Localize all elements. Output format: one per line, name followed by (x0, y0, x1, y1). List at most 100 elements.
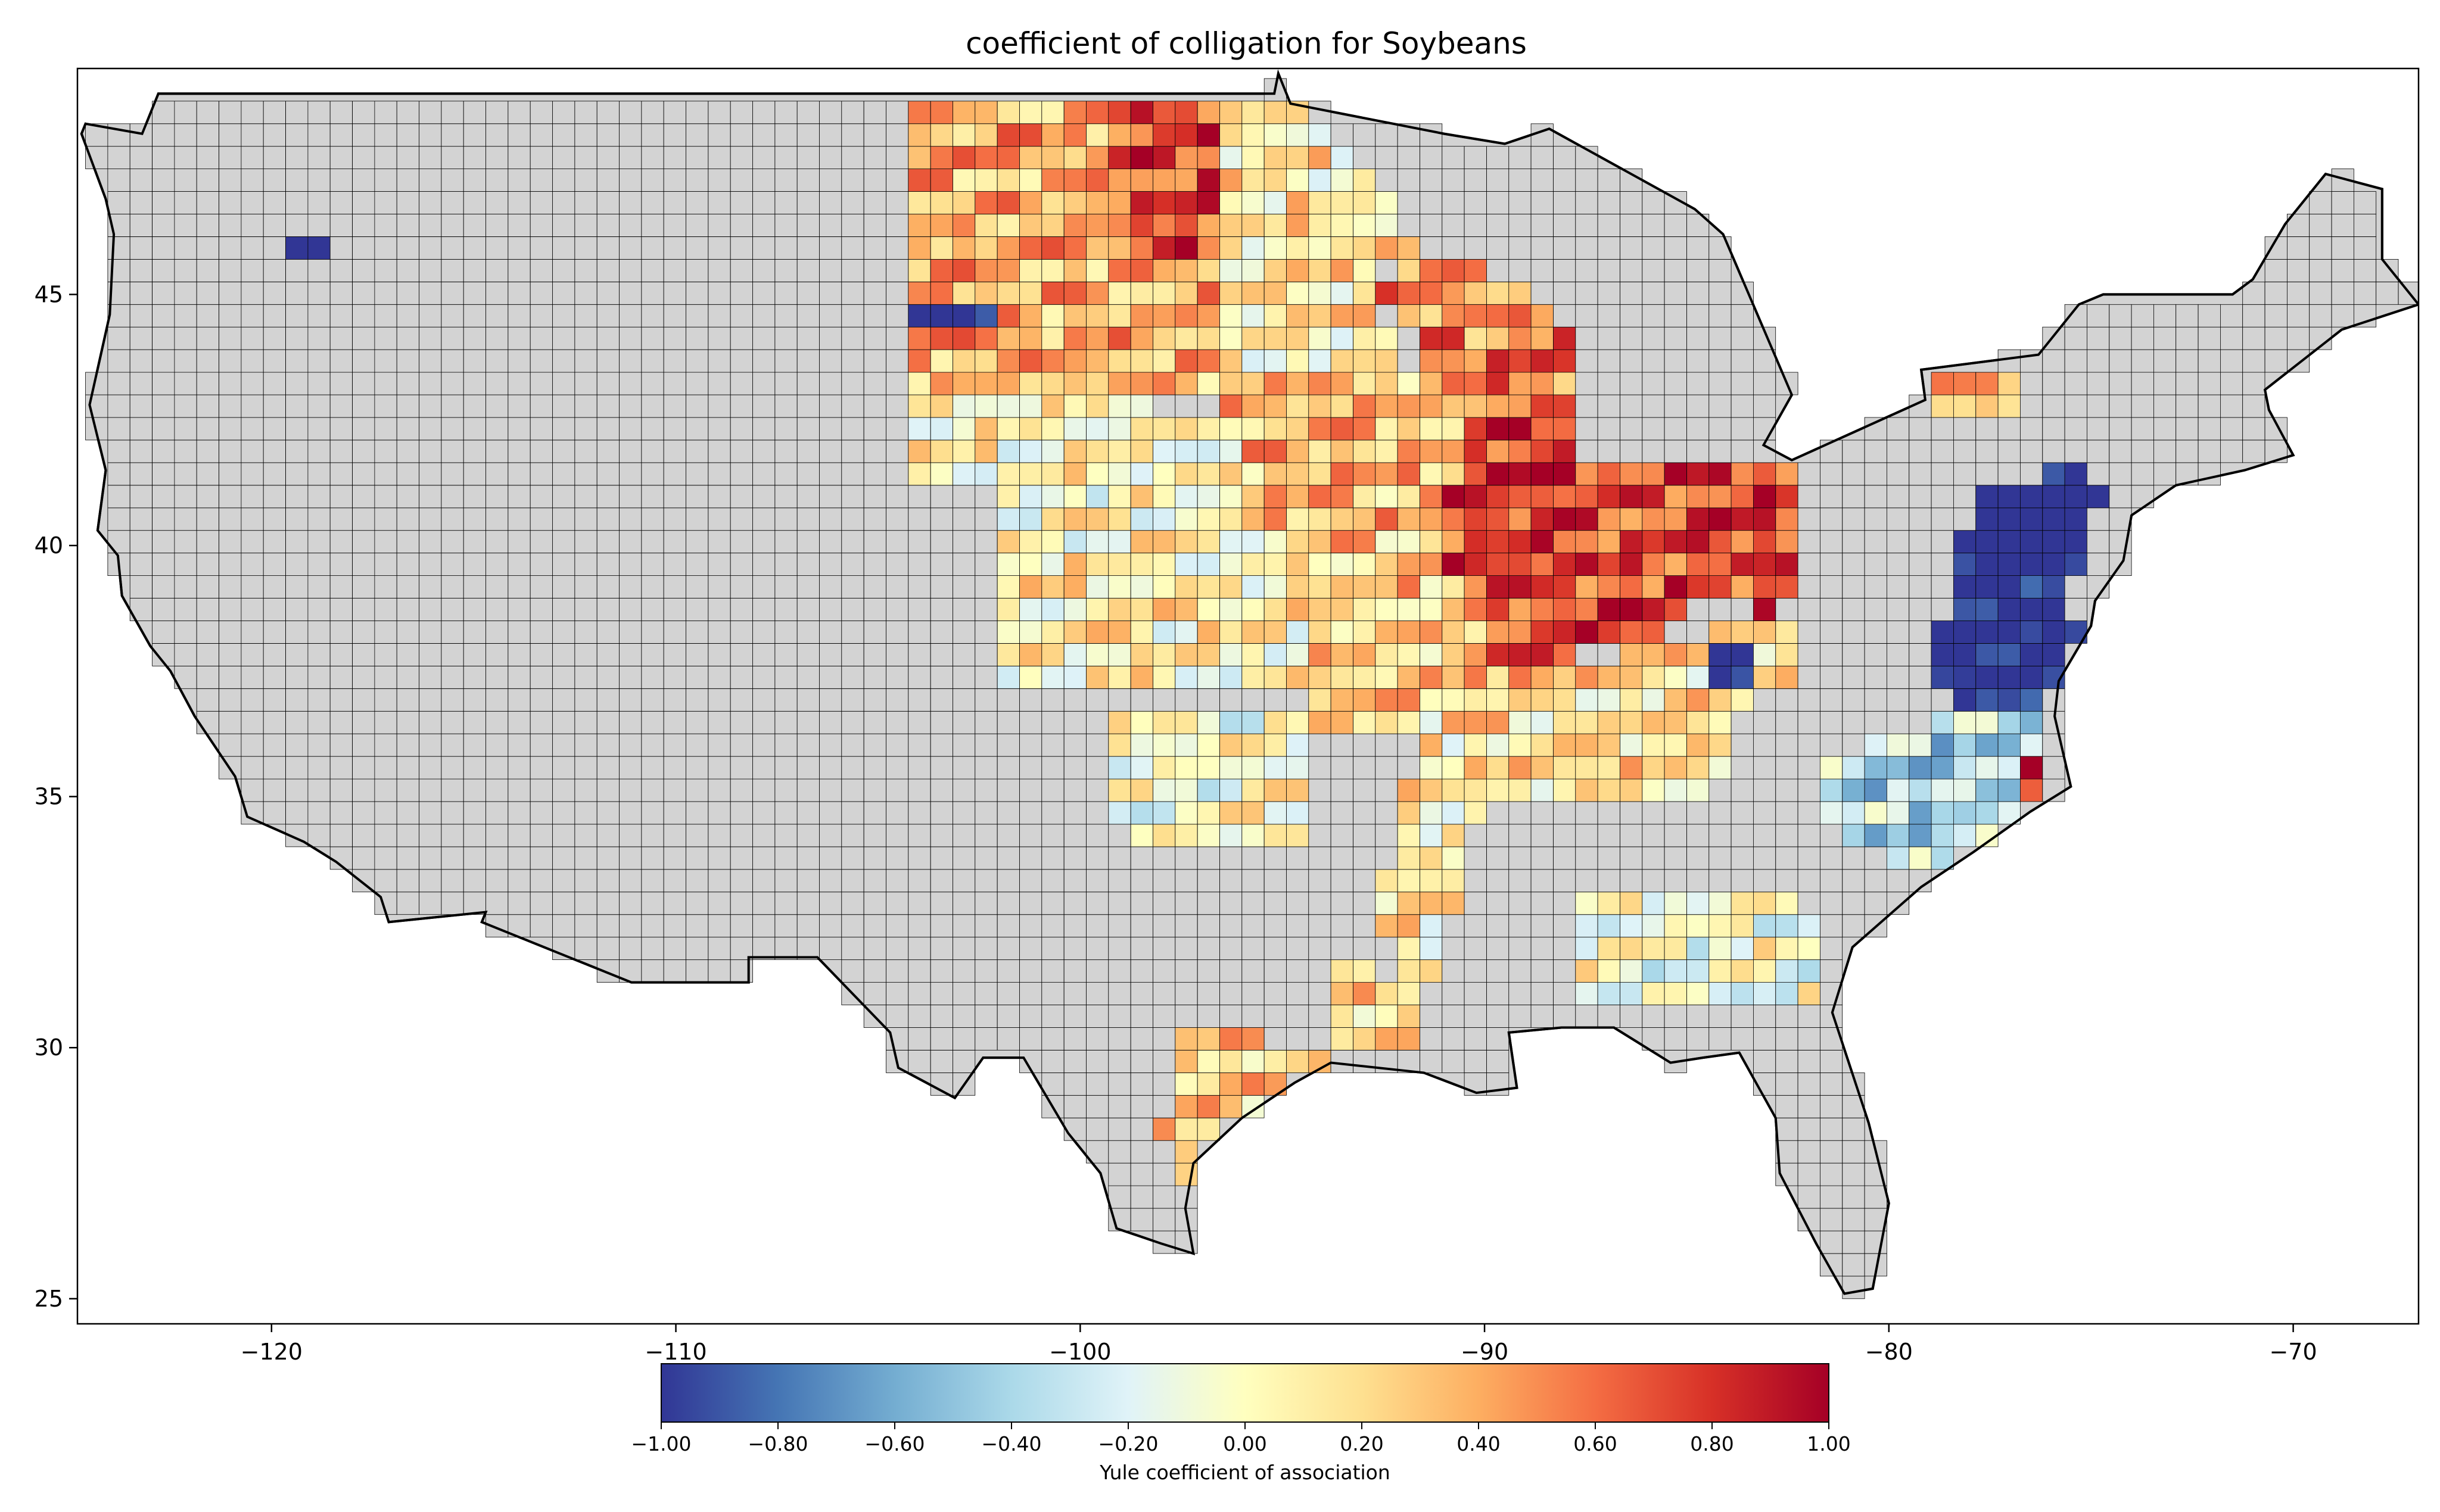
county-cell-data (1130, 169, 1153, 192)
county-cell-data (930, 417, 953, 441)
county-cell-no-data (1842, 688, 1865, 712)
county-cell-data (1330, 530, 1353, 554)
county-cell-data (1553, 462, 1576, 486)
county-cell-no-data (285, 621, 309, 644)
county-cell-no-data (1041, 869, 1065, 893)
county-cell-data (1063, 530, 1087, 554)
county-cell-no-data (263, 553, 286, 576)
county-cell-data (1464, 439, 1487, 463)
county-cell-no-data (863, 485, 886, 509)
county-cell-data (1286, 439, 1309, 463)
county-cell-data (1486, 304, 1510, 328)
county-cell-no-data (596, 598, 620, 621)
county-cell-data (1397, 507, 1420, 531)
county-cell-no-data (1486, 1050, 1510, 1073)
county-cell-data (1530, 530, 1554, 554)
county-cell-no-data (730, 146, 753, 169)
county-cell-no-data (863, 575, 886, 598)
county-cell-no-data (1553, 1005, 1576, 1028)
county-cell-no-data (619, 146, 642, 169)
county-cell-data (1108, 281, 1131, 305)
county-cell-data (1353, 236, 1376, 260)
county-cell-no-data (552, 801, 575, 825)
county-cell-no-data (1819, 1005, 1843, 1028)
county-cell-data (1931, 778, 1954, 802)
county-cell-no-data (819, 439, 842, 463)
county-cell-data (1753, 937, 1776, 960)
county-cell-no-data (1063, 710, 1087, 734)
county-cell-data (1486, 394, 1510, 418)
county-cell-no-data (1642, 801, 1665, 825)
county-cell-data (1353, 349, 1376, 373)
county-cell-no-data (2331, 191, 2354, 214)
county-cell-no-data (1308, 756, 1331, 780)
county-cell-data (1508, 621, 1532, 644)
county-cell-no-data (1263, 869, 1287, 893)
county-cell-data (1375, 688, 1398, 712)
county-cell-data (1086, 169, 1109, 192)
county-cell-no-data (419, 169, 442, 192)
county-cell-no-data (1797, 846, 1820, 870)
county-cell-no-data (219, 621, 242, 644)
county-cell-no-data (1108, 1005, 1131, 1028)
county-cell-no-data (863, 959, 886, 983)
county-cell-no-data (1353, 778, 1376, 802)
county-cell-data (1130, 281, 1153, 305)
county-cell-no-data (908, 553, 931, 576)
county-cell-data (1620, 666, 1643, 689)
county-cell-data (2042, 621, 2065, 644)
county-cell-data (1308, 530, 1331, 554)
county-cell-no-data (1063, 937, 1087, 960)
county-cell-no-data (1464, 959, 1487, 983)
county-cell-no-data (219, 372, 242, 395)
county-cell-data (1308, 304, 1331, 328)
county-cell-data (1153, 666, 1176, 689)
county-cell-no-data (1308, 914, 1331, 938)
county-cell-no-data (1108, 959, 1131, 983)
county-cell-data (953, 101, 976, 124)
county-cell-no-data (708, 914, 731, 938)
county-cell-data (1286, 621, 1309, 644)
county-cell-data (1241, 146, 1265, 169)
county-cell-data (930, 326, 953, 350)
county-cell-no-data (552, 462, 575, 486)
county-cell-no-data (107, 394, 130, 418)
county-cell-no-data (396, 733, 419, 757)
county-cell-data (1464, 688, 1487, 712)
county-cell-no-data (241, 236, 264, 260)
county-cell-no-data (796, 621, 820, 644)
county-cell-no-data (1086, 778, 1109, 802)
county-cell-no-data (1130, 1208, 1153, 1232)
county-cell-no-data (997, 824, 1020, 847)
county-cell-data (1197, 304, 1220, 328)
county-cell-no-data (641, 710, 664, 734)
county-cell-no-data (908, 621, 931, 644)
county-cell-data (1219, 710, 1243, 734)
county-cell-data (2042, 485, 2065, 509)
county-cell-data (1442, 643, 1465, 666)
x-tick-label: −70 (2269, 1339, 2317, 1365)
county-cell-no-data (953, 553, 976, 576)
county-cell-no-data (686, 236, 709, 260)
county-cell-data (1330, 214, 1353, 237)
county-cell-no-data (953, 530, 976, 554)
county-cell-no-data (374, 462, 397, 486)
county-cell-data (1197, 1095, 1220, 1118)
county-cell-no-data (441, 778, 464, 802)
county-cell-no-data (463, 530, 486, 554)
county-cell-data (1241, 169, 1265, 192)
county-cell-no-data (708, 621, 731, 644)
county-cell-data (1597, 598, 1620, 621)
county-cell-no-data (863, 214, 886, 237)
county-cell-no-data (819, 937, 842, 960)
county-cell-data (1642, 530, 1665, 554)
county-cell-no-data (596, 417, 620, 441)
county-cell-no-data (1686, 372, 1710, 395)
county-cell-data (1486, 666, 1510, 689)
county-cell-no-data (1553, 937, 1576, 960)
county-cell-no-data (1931, 485, 1954, 509)
county-cell-data (1442, 553, 1465, 576)
county-cell-no-data (752, 123, 776, 147)
county-cell-no-data (285, 101, 309, 124)
county-cell-no-data (463, 191, 486, 214)
